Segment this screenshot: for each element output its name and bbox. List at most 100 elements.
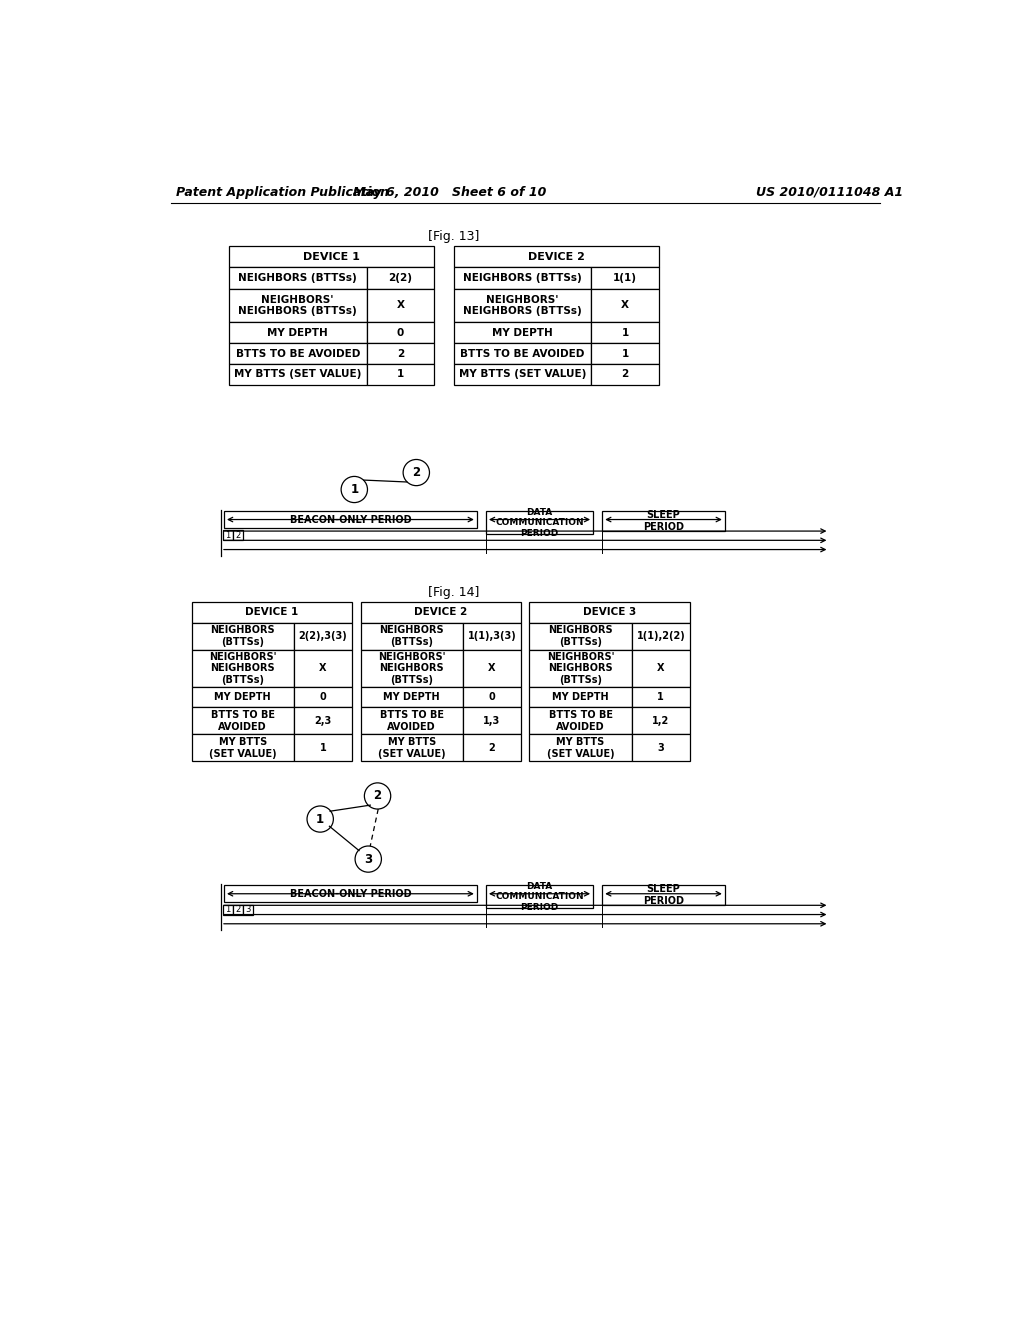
Text: 1: 1 xyxy=(319,743,327,752)
Bar xyxy=(294,649,352,686)
Text: 1,2: 1,2 xyxy=(652,715,670,726)
Bar xyxy=(463,734,521,762)
Text: 0: 0 xyxy=(319,692,327,702)
Bar xyxy=(360,602,521,623)
Text: 1: 1 xyxy=(396,370,404,379)
Bar xyxy=(602,511,725,531)
Bar xyxy=(228,364,367,385)
Text: DEVICE 3: DEVICE 3 xyxy=(583,607,636,618)
Text: Patent Application Publication: Patent Application Publication xyxy=(176,186,389,199)
Bar xyxy=(228,267,367,289)
Text: 1(1),2(2): 1(1),2(2) xyxy=(637,631,685,642)
Text: [Fig. 14]: [Fig. 14] xyxy=(428,586,479,599)
Text: DEVICE 1: DEVICE 1 xyxy=(303,252,359,261)
Text: 2(2),3(3): 2(2),3(3) xyxy=(299,631,347,642)
Bar xyxy=(454,364,592,385)
Text: X: X xyxy=(657,663,665,673)
Text: 1: 1 xyxy=(316,813,325,825)
Bar xyxy=(592,289,658,322)
Text: X: X xyxy=(622,301,629,310)
Bar xyxy=(191,686,294,708)
Bar xyxy=(367,322,434,343)
Bar xyxy=(592,343,658,364)
Text: NEIGHBORS'
NEIGHBORS
(BTTSs): NEIGHBORS' NEIGHBORS (BTTSs) xyxy=(209,652,276,685)
Bar xyxy=(228,246,434,267)
Text: MY BTTS (SET VALUE): MY BTTS (SET VALUE) xyxy=(234,370,361,379)
Text: NEIGHBORS'
NEIGHBORS (BTTSs): NEIGHBORS' NEIGHBORS (BTTSs) xyxy=(463,294,582,317)
Text: SLEEP
PERIOD: SLEEP PERIOD xyxy=(643,511,684,532)
Bar xyxy=(294,686,352,708)
Bar xyxy=(632,623,690,649)
Text: 2: 2 xyxy=(413,466,421,479)
Bar xyxy=(632,734,690,762)
Text: 1: 1 xyxy=(225,906,230,913)
Text: May 6, 2010   Sheet 6 of 10: May 6, 2010 Sheet 6 of 10 xyxy=(353,186,547,199)
Text: 1: 1 xyxy=(350,483,358,496)
Bar xyxy=(222,531,232,540)
Bar xyxy=(228,289,367,322)
Bar xyxy=(632,649,690,686)
Text: 0: 0 xyxy=(396,327,404,338)
Text: 1: 1 xyxy=(622,348,629,359)
Bar xyxy=(463,686,521,708)
Bar xyxy=(228,343,367,364)
Text: 1(1),3(3): 1(1),3(3) xyxy=(468,631,516,642)
Bar xyxy=(360,623,463,649)
Bar xyxy=(463,623,521,649)
Text: 2: 2 xyxy=(622,370,629,379)
Bar xyxy=(592,267,658,289)
Bar xyxy=(367,289,434,322)
Text: MY DEPTH: MY DEPTH xyxy=(214,692,271,702)
Bar xyxy=(454,343,592,364)
Bar xyxy=(191,649,294,686)
Text: SLEEP
PERIOD: SLEEP PERIOD xyxy=(643,884,684,906)
Text: 3: 3 xyxy=(657,743,665,752)
Bar xyxy=(367,267,434,289)
Bar xyxy=(592,364,658,385)
Bar xyxy=(454,246,658,267)
Text: 2: 2 xyxy=(236,906,241,913)
Text: BTTS TO BE AVOIDED: BTTS TO BE AVOIDED xyxy=(460,348,585,359)
Bar xyxy=(529,734,632,762)
Bar xyxy=(463,708,521,734)
Text: X: X xyxy=(319,663,327,673)
Text: DEVICE 1: DEVICE 1 xyxy=(245,607,298,618)
Bar xyxy=(191,623,294,649)
Text: X: X xyxy=(488,663,496,673)
Text: DATA
COMMUNICATION
PERIOD: DATA COMMUNICATION PERIOD xyxy=(496,508,584,537)
Text: 0: 0 xyxy=(488,692,496,702)
Bar xyxy=(367,343,434,364)
Bar xyxy=(360,686,463,708)
Bar xyxy=(294,623,352,649)
Text: 2: 2 xyxy=(488,743,496,752)
Bar xyxy=(232,531,243,540)
Text: MY DEPTH: MY DEPTH xyxy=(493,327,553,338)
Text: MY DEPTH: MY DEPTH xyxy=(552,692,609,702)
Text: 1: 1 xyxy=(622,327,629,338)
Text: US 2010/0111048 A1: US 2010/0111048 A1 xyxy=(756,186,903,199)
Bar xyxy=(529,623,632,649)
Text: NEIGHBORS (BTTSs): NEIGHBORS (BTTSs) xyxy=(463,273,582,282)
Bar xyxy=(454,289,592,322)
Bar xyxy=(602,886,725,906)
Bar xyxy=(224,886,477,903)
Bar xyxy=(454,322,592,343)
Bar xyxy=(224,511,477,528)
Bar xyxy=(243,904,253,915)
Bar xyxy=(191,602,352,623)
Text: BEACON-ONLY PERIOD: BEACON-ONLY PERIOD xyxy=(290,515,412,524)
Bar xyxy=(360,734,463,762)
Text: 1: 1 xyxy=(657,692,665,702)
Text: 1: 1 xyxy=(225,531,230,540)
Text: X: X xyxy=(396,301,404,310)
Text: 2: 2 xyxy=(236,531,241,540)
Bar xyxy=(232,904,243,915)
Bar xyxy=(529,649,632,686)
Bar xyxy=(463,649,521,686)
Text: 3: 3 xyxy=(245,906,251,913)
Text: DEVICE 2: DEVICE 2 xyxy=(414,607,467,618)
Bar xyxy=(592,322,658,343)
Bar xyxy=(632,708,690,734)
Text: BTTS TO BE
AVOIDED: BTTS TO BE AVOIDED xyxy=(549,710,612,731)
Text: NEIGHBORS'
NEIGHBORS
(BTTSs): NEIGHBORS' NEIGHBORS (BTTSs) xyxy=(547,652,614,685)
